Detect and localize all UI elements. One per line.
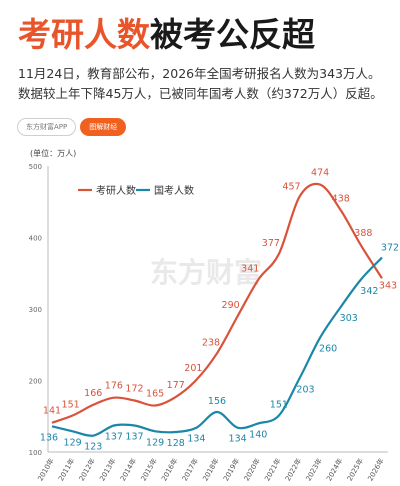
y-tick-label: 400 <box>29 235 42 243</box>
data-label: 343 <box>379 280 397 291</box>
legend-label: 国考人数 <box>154 184 194 197</box>
data-label: 457 <box>282 182 300 193</box>
series-line-2 <box>51 256 383 437</box>
x-tick-label: 2017年 <box>180 457 200 483</box>
data-label: 156 <box>208 396 226 407</box>
data-label: 290 <box>222 300 240 311</box>
data-label: 151 <box>62 400 80 411</box>
legend-label: 考研人数 <box>96 184 136 197</box>
y-tick-label: 200 <box>29 378 42 386</box>
data-label: 134 <box>187 434 205 445</box>
x-tick-label: 2022年 <box>283 457 303 483</box>
x-tick-label: 2015年 <box>139 457 159 483</box>
x-tick-label: 2013年 <box>97 457 117 483</box>
y-tick-label: 500 <box>29 163 42 171</box>
data-label: 134 <box>229 434 247 445</box>
watermark: 东方财富 <box>150 256 262 289</box>
data-label: 341 <box>241 264 259 275</box>
data-label: 438 <box>332 193 350 204</box>
y-tick-label: 100 <box>29 449 42 457</box>
data-label: 474 <box>311 168 329 179</box>
data-label: 129 <box>64 437 82 448</box>
data-label: 141 <box>43 406 61 417</box>
data-label: 136 <box>40 432 58 443</box>
x-tick-label: 2018年 <box>201 457 221 483</box>
x-tick-label: 2014年 <box>118 457 138 483</box>
data-label: 137 <box>105 432 123 443</box>
data-label: 372 <box>381 243 399 254</box>
data-label: 165 <box>146 389 164 400</box>
source-tabs: 东方财富APP 图解财经 <box>17 118 127 136</box>
x-tick-label: 2021年 <box>262 457 282 483</box>
data-label: 377 <box>262 238 280 249</box>
data-label: 128 <box>167 438 185 449</box>
headline: 考研人数被考公反超 <box>18 8 315 56</box>
data-label: 203 <box>296 384 314 395</box>
data-label: 260 <box>319 344 337 355</box>
data-label: 172 <box>125 384 143 395</box>
data-label: 238 <box>202 337 220 348</box>
data-label: 151 <box>270 400 288 411</box>
data-label: 137 <box>125 432 143 443</box>
data-label: 388 <box>354 228 372 239</box>
legend: 考研人数 国考人数 <box>78 184 194 197</box>
y-unit-label: (单位：万人) <box>30 149 77 158</box>
y-tick-label: 300 <box>29 306 42 314</box>
summary-text: 11月24日，教育部公布，2026年全国考研报名人数为343万人。数据较上年下降… <box>18 66 383 101</box>
x-tick-label: 2016年 <box>159 457 179 483</box>
x-tick-label: 2012年 <box>77 457 97 483</box>
x-tick-label: 2025年 <box>345 457 365 483</box>
series-line-1 <box>51 182 383 424</box>
data-label: 129 <box>146 437 164 448</box>
tab-tujie[interactable]: 图解财经 <box>80 118 127 136</box>
series-lines <box>51 182 383 437</box>
headline-rest: 被考公反超 <box>150 15 315 54</box>
data-label: 303 <box>340 313 358 324</box>
data-label: 140 <box>249 429 267 440</box>
x-tick-label: 2019年 <box>221 457 241 483</box>
x-tick-label: 2011年 <box>56 457 76 483</box>
x-tick-label: 2026年 <box>366 457 386 483</box>
data-label: 201 <box>184 363 202 374</box>
tab-app[interactable]: 东方财富APP <box>17 118 77 136</box>
x-tick-label: 2020年 <box>242 457 262 483</box>
headline-highlight: 考研人数 <box>18 15 150 54</box>
x-tick-label: 2023年 <box>304 457 324 483</box>
x-tick-label: 2010年 <box>36 457 56 483</box>
data-label: 166 <box>84 388 102 399</box>
data-label: 176 <box>105 381 123 392</box>
data-label: 342 <box>360 286 378 297</box>
data-label: 177 <box>167 380 185 391</box>
data-label: 123 <box>84 442 102 453</box>
x-tick-label: 2024年 <box>324 457 344 483</box>
